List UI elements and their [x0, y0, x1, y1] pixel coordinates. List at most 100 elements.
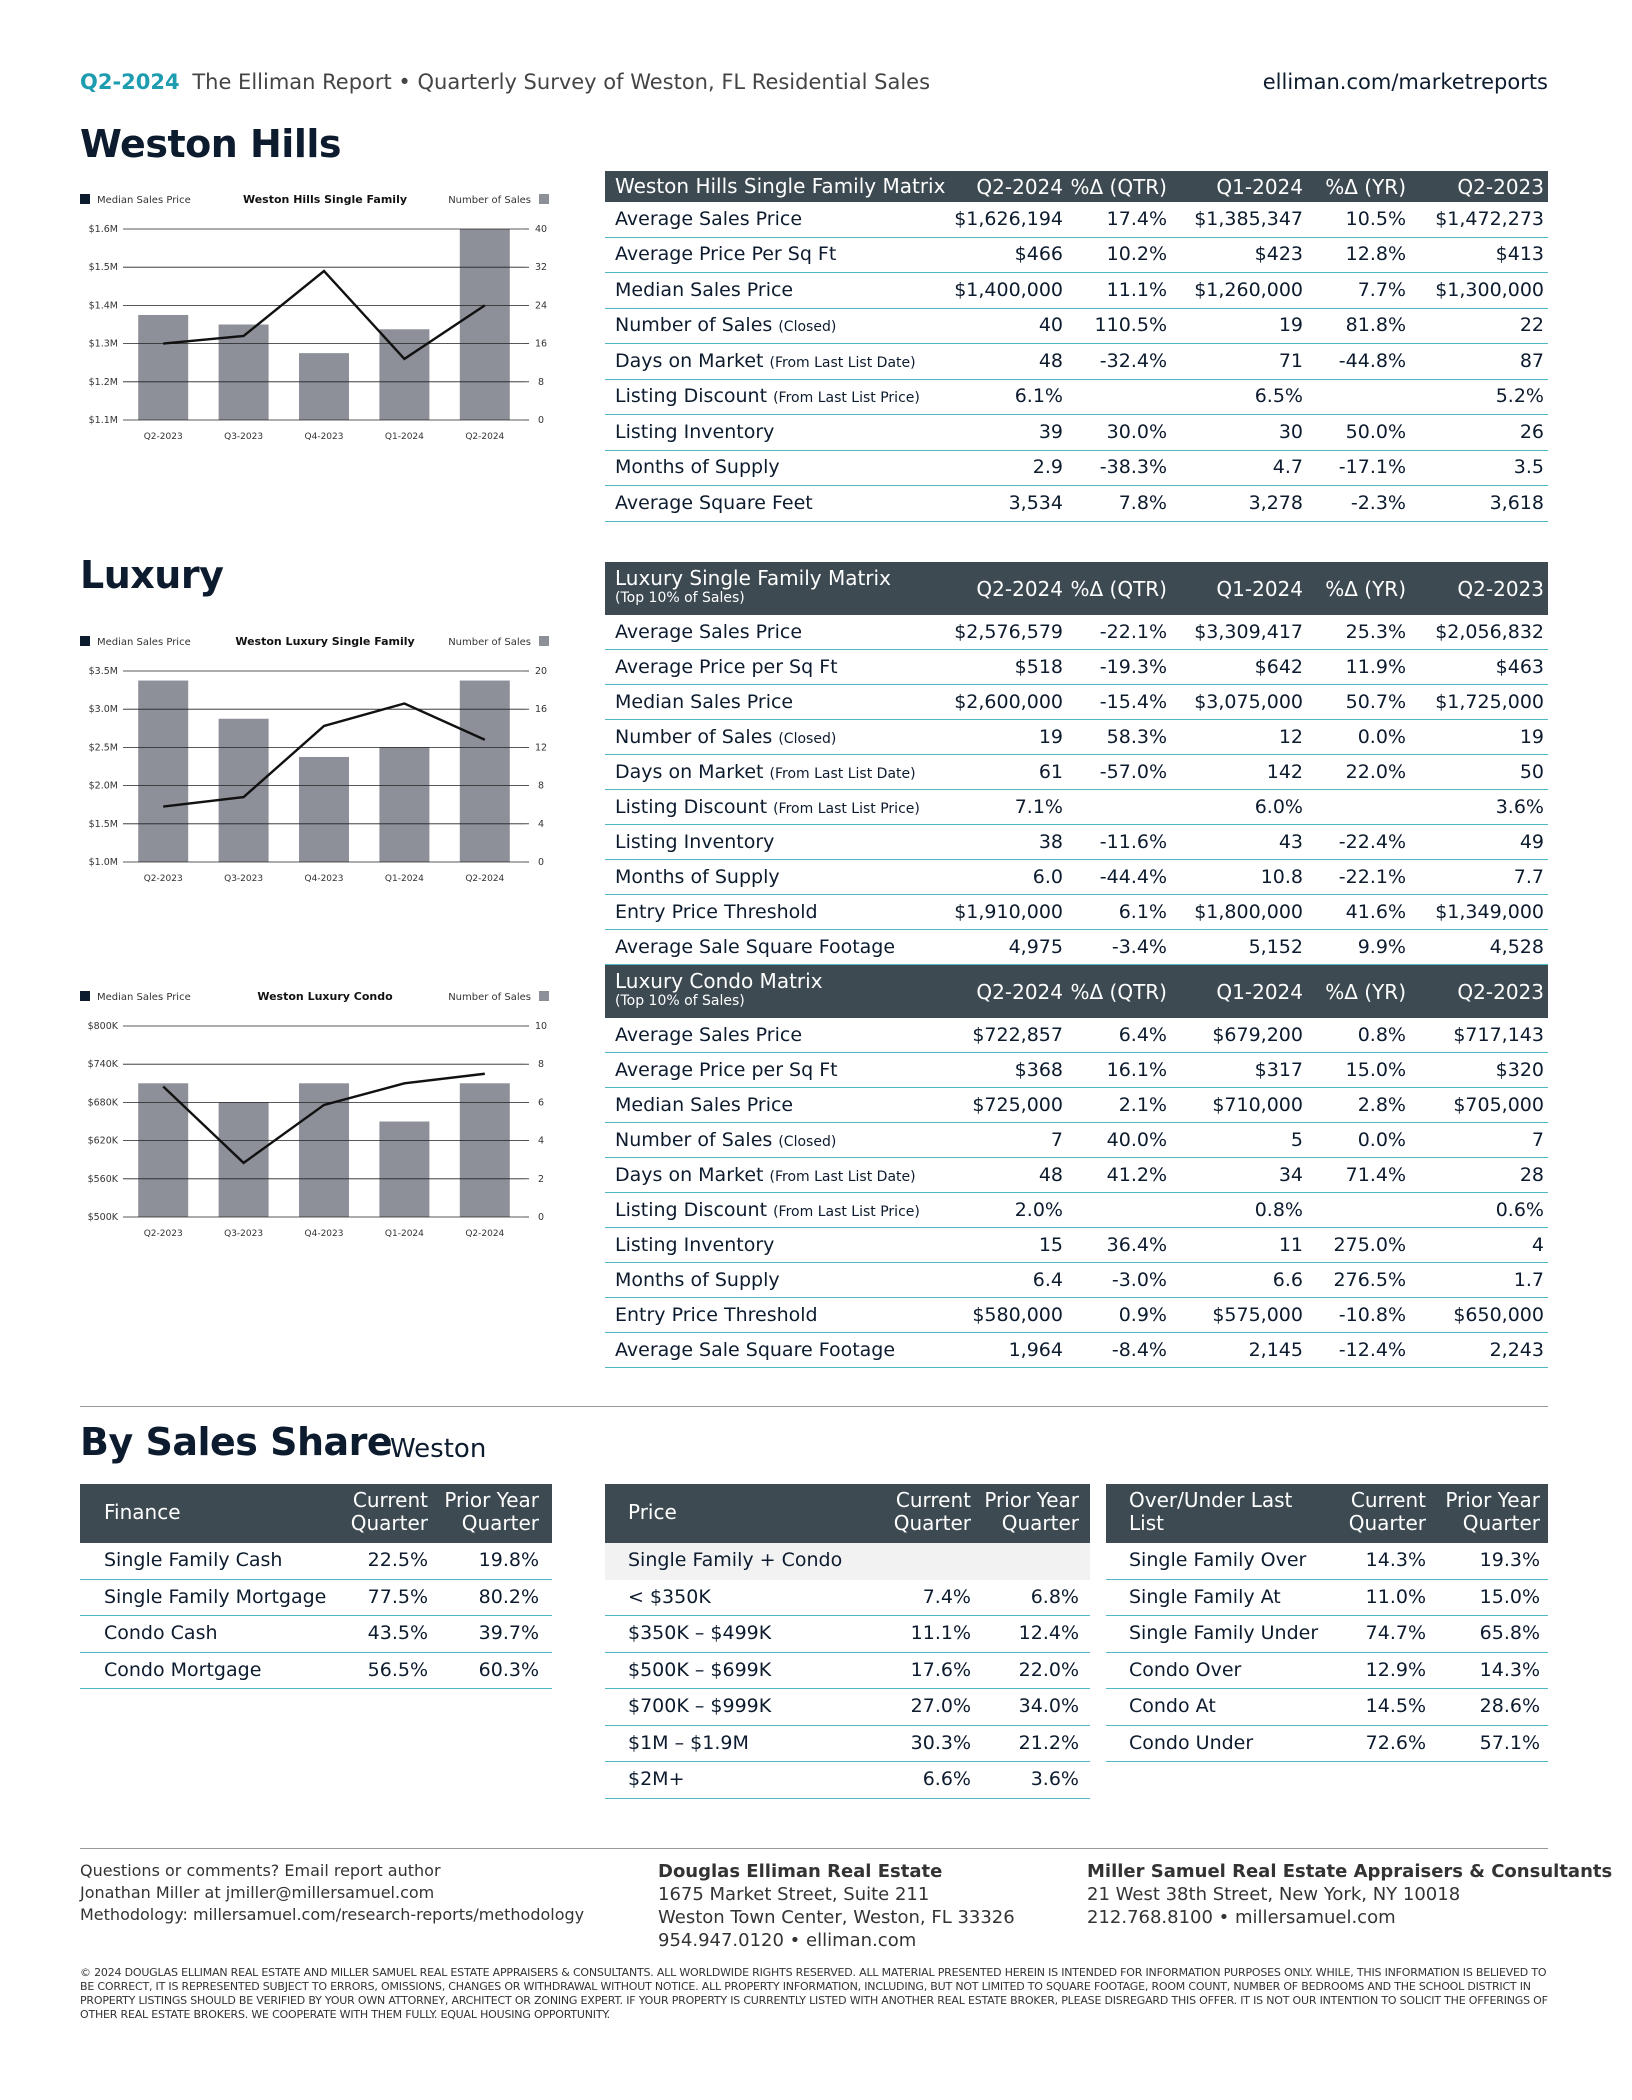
cell: -22.4% — [1338, 830, 1406, 853]
row-line — [605, 1122, 1548, 1123]
row-label: Listing Discount (From Last List Price) — [615, 385, 920, 407]
label: Listing Discount — [615, 795, 768, 818]
column-header: Current Quarter — [893, 1488, 971, 1535]
cell: 7.4% — [922, 1585, 971, 1608]
footer-right: Miller Samuel Real Estate Appraisers & C… — [1087, 1860, 1612, 1929]
row-line — [605, 343, 1548, 344]
cell: 7 — [1050, 1128, 1063, 1151]
row-line — [605, 1052, 1548, 1053]
cell: 7 — [1531, 1128, 1544, 1151]
bar — [299, 1083, 349, 1217]
cell: 11.9% — [1345, 655, 1406, 678]
row-label: Days on Market (From Last List Date) — [615, 761, 916, 783]
legend-swatch — [80, 991, 90, 1001]
cell: 10.8 — [1260, 865, 1303, 888]
footer-name: Miller Samuel Real Estate Appraisers & C… — [1087, 1861, 1613, 1882]
row-line — [605, 1262, 1548, 1263]
x-tick-label: Q1-2024 — [385, 1229, 424, 1239]
cell: $1,349,000 — [1435, 900, 1544, 923]
row-label: Single Family At — [1129, 1585, 1281, 1608]
line — [163, 702, 486, 808]
footer-name: Douglas Elliman Real Estate — [658, 1861, 943, 1882]
row-line — [605, 1367, 1548, 1368]
row-line — [80, 1615, 552, 1616]
row-label: Median Sales Price — [615, 1094, 793, 1116]
cell: -8.4% — [1111, 1338, 1167, 1361]
section-subtitle: Weston — [390, 1434, 487, 1464]
cell: 2,243 — [1489, 1338, 1544, 1361]
bar — [459, 229, 510, 420]
chart-title: Weston Luxury Single Family — [235, 635, 414, 648]
y2-tick-label: 2 — [538, 1174, 544, 1185]
legend-label: Median Sales Price — [97, 637, 191, 648]
cell: -11.6% — [1099, 830, 1167, 853]
chart: Weston Luxury Condo Median Sales Price Num… — [80, 990, 549, 1239]
y2-tick-label: 8 — [538, 781, 544, 792]
row-line — [605, 719, 1548, 720]
label: Days on Market — [615, 349, 764, 372]
label: Number of Sales — [615, 314, 773, 337]
cell: $2,600,000 — [954, 690, 1063, 713]
label-note: (From Last List Price) — [773, 800, 920, 817]
cell: 7.1% — [1014, 795, 1063, 818]
section-title: By Sales Share — [80, 1420, 393, 1464]
share-table: Price Current Quarter Prior Year Quarter Si… — [605, 1484, 1090, 1799]
x-tick-label: Q2-2023 — [144, 432, 183, 442]
cell: 5,152 — [1248, 935, 1303, 958]
row-line — [605, 1087, 1548, 1088]
column-header: %Δ (QTR) — [1070, 174, 1167, 199]
column-header: Prior Year Quarter — [984, 1488, 1079, 1535]
row-line — [605, 1192, 1548, 1193]
cell: 6.0% — [1254, 795, 1303, 818]
cell: $317 — [1254, 1058, 1303, 1081]
cell: 6.4% — [1118, 1023, 1167, 1046]
row-line — [605, 1688, 1090, 1689]
row-label: Months of Supply — [615, 1269, 780, 1291]
table-title: Weston Hills Single Family Matrix — [615, 174, 946, 198]
x-tick-label: Q3-2023 — [224, 1229, 263, 1239]
cell: 2.0% — [1014, 1198, 1063, 1221]
table-title: Luxury Single Family Matrix — [615, 566, 891, 590]
row-line — [605, 1761, 1090, 1762]
bar — [218, 718, 269, 862]
cell: 40 — [1038, 314, 1063, 337]
bar — [299, 353, 349, 420]
cell: 11.1% — [1106, 278, 1167, 301]
label: Number of Sales — [615, 725, 773, 748]
cell: 5.2% — [1495, 385, 1544, 408]
cell: -22.1% — [1099, 620, 1167, 643]
cell: 3,278 — [1248, 491, 1303, 514]
row-line — [605, 649, 1548, 650]
cell: 43 — [1278, 830, 1303, 853]
label: Days on Market — [615, 760, 764, 783]
column-header: Q2-2024 — [976, 174, 1063, 199]
row-line — [605, 894, 1548, 895]
cell: 6.4 — [1032, 1268, 1063, 1291]
cell: $1,626,194 — [954, 207, 1063, 230]
disclaimer: © 2024 DOUGLAS ELLIMAN REAL ESTATE AND M… — [80, 1966, 1548, 2021]
row-line — [1106, 1688, 1548, 1689]
label: Days on Market — [615, 1163, 764, 1186]
x-tick-label: Q4-2023 — [305, 432, 344, 442]
cell: 9.9% — [1357, 935, 1406, 958]
cell: 110.5% — [1094, 314, 1167, 337]
cell: $320 — [1495, 1058, 1544, 1081]
row-label: Single Family Mortgage — [104, 1585, 327, 1608]
bar — [459, 680, 510, 862]
y-tick-label: $1.2M — [89, 377, 118, 388]
column-header: Q2-2024 — [976, 576, 1063, 601]
row-line — [605, 1797, 1090, 1799]
table-header: Luxury Single Family Matrix (Top 10% of S… — [605, 562, 1548, 615]
row-label: Average Sales Price — [615, 621, 802, 643]
bar — [218, 324, 269, 420]
row-line — [605, 272, 1548, 273]
row-line — [80, 1651, 552, 1653]
table-header: Price Current Quarter Prior Year Quarter — [605, 1484, 1090, 1543]
cell: 0.9% — [1118, 1303, 1167, 1326]
chart-title: Weston Luxury Condo — [257, 990, 393, 1003]
cell: 61 — [1038, 760, 1063, 783]
row-line — [605, 307, 1548, 309]
cell: 21.2% — [1018, 1731, 1079, 1754]
x-tick-label: Q2-2024 — [465, 1229, 504, 1239]
column-header: Finance — [104, 1500, 181, 1524]
